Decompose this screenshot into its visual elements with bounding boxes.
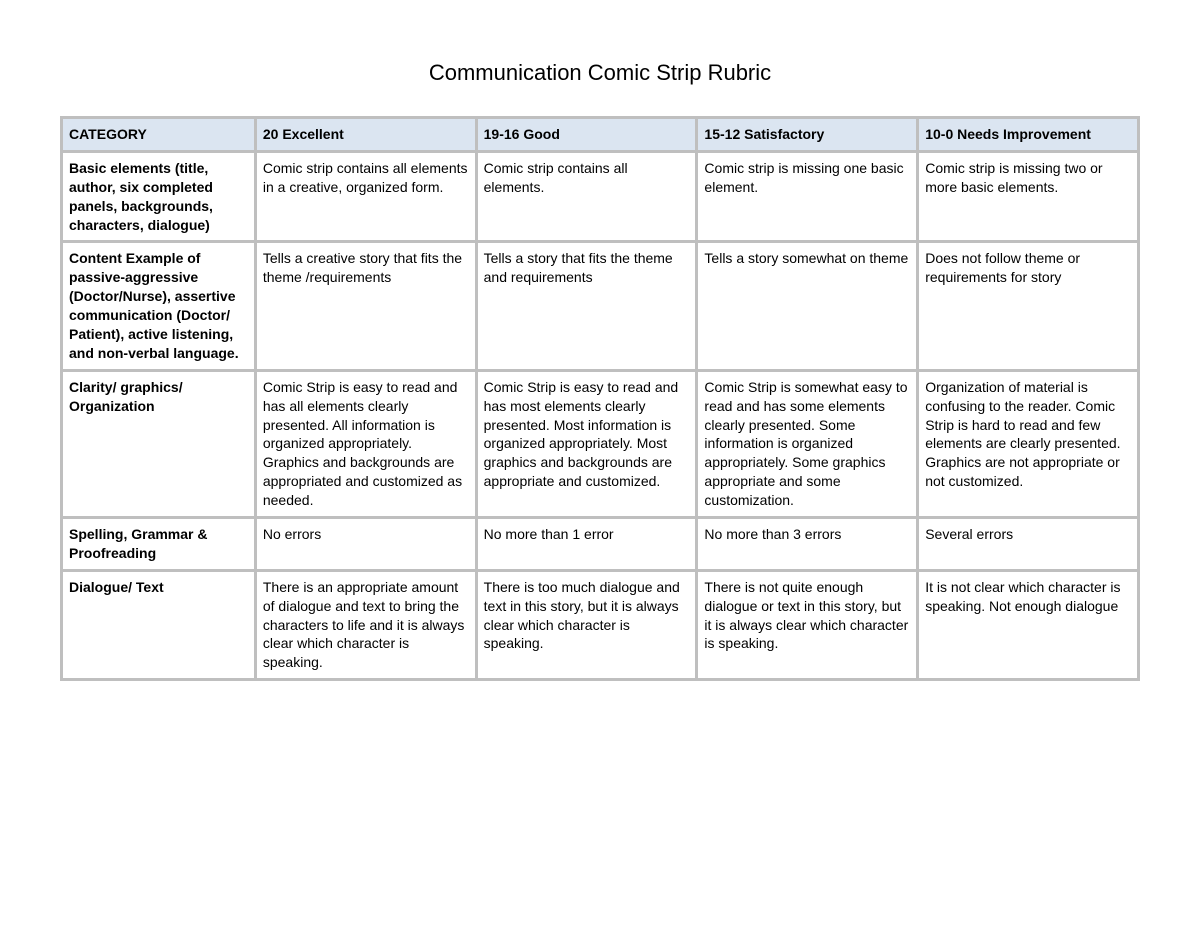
table-row: Content Example of passive-aggressive (D… xyxy=(62,242,1139,370)
cell: Tells a creative story that fits the the… xyxy=(255,242,476,370)
cell: Comic Strip is somewhat easy to read and… xyxy=(697,370,918,517)
cell: Tells a story that fits the theme and re… xyxy=(476,242,697,370)
col-header-excellent: 20 Excellent xyxy=(255,118,476,152)
category-cell: Clarity/ graphics/ Organization xyxy=(62,370,256,517)
col-header-category: CATEGORY xyxy=(62,118,256,152)
cell: Comic strip contains all elements in a c… xyxy=(255,151,476,242)
col-header-satisfactory: 15-12 Satisfactory xyxy=(697,118,918,152)
cell: Comic strip is missing two or more basic… xyxy=(918,151,1139,242)
table-row: Basic elements (title, author, six compl… xyxy=(62,151,1139,242)
cell: Several errors xyxy=(918,518,1139,571)
header-row: CATEGORY 20 Excellent 19-16 Good 15-12 S… xyxy=(62,118,1139,152)
cell: Comic Strip is easy to read and has most… xyxy=(476,370,697,517)
cell: There is an appropriate amount of dialog… xyxy=(255,570,476,679)
rubric-table: CATEGORY 20 Excellent 19-16 Good 15-12 S… xyxy=(60,116,1140,681)
table-row: Dialogue/ Text There is an appropriate a… xyxy=(62,570,1139,679)
table-row: Spelling, Grammar & Proofreading No erro… xyxy=(62,518,1139,571)
cell: It is not clear which character is speak… xyxy=(918,570,1139,679)
cell: Comic strip contains all elements. xyxy=(476,151,697,242)
category-cell: Spelling, Grammar & Proofreading xyxy=(62,518,256,571)
cell: There is too much dialogue and text in t… xyxy=(476,570,697,679)
cell: Tells a story somewhat on theme xyxy=(697,242,918,370)
cell: No more than 3 errors xyxy=(697,518,918,571)
col-header-needs-improvement: 10-0 Needs Improvement xyxy=(918,118,1139,152)
col-header-good: 19-16 Good xyxy=(476,118,697,152)
rubric-body: Basic elements (title, author, six compl… xyxy=(62,151,1139,679)
cell: Does not follow theme or requirements fo… xyxy=(918,242,1139,370)
cell: Comic Strip is easy to read and has all … xyxy=(255,370,476,517)
cell: There is not quite enough dialogue or te… xyxy=(697,570,918,679)
table-row: Clarity/ graphics/ Organization Comic St… xyxy=(62,370,1139,517)
category-cell: Basic elements (title, author, six compl… xyxy=(62,151,256,242)
cell: Comic strip is missing one basic element… xyxy=(697,151,918,242)
page-title: Communication Comic Strip Rubric xyxy=(60,60,1140,86)
cell: No errors xyxy=(255,518,476,571)
category-cell: Dialogue/ Text xyxy=(62,570,256,679)
cell: No more than 1 error xyxy=(476,518,697,571)
category-cell: Content Example of passive-aggressive (D… xyxy=(62,242,256,370)
cell: Organization of material is confusing to… xyxy=(918,370,1139,517)
